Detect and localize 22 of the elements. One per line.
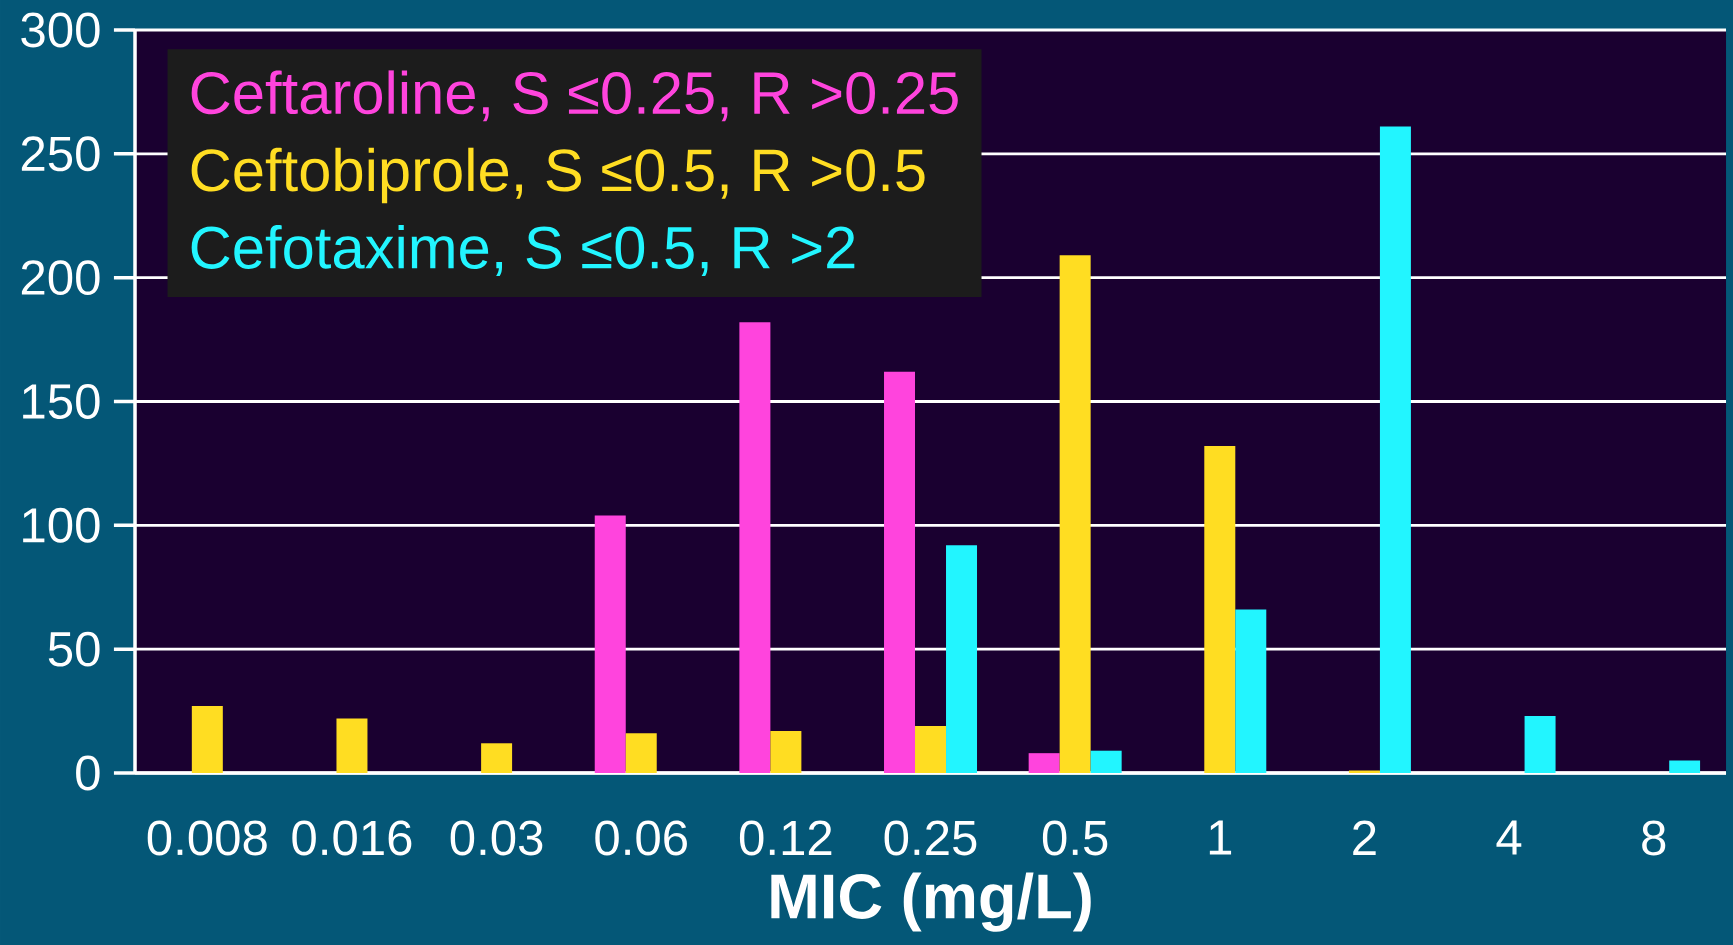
x-tick-label: 4 bbox=[1496, 820, 1522, 855]
y-tick-label: 150 bbox=[23, 384, 100, 419]
text: Ceftobiprole, S ≤0.5, R >0.5 bbox=[191, 147, 925, 204]
text: Ceftaroline, S ≤0.25, R >0.25 bbox=[191, 70, 958, 122]
x-tick-label: 0.25 bbox=[884, 820, 977, 856]
y-tick-label: 300 bbox=[21, 12, 100, 48]
y-tick-label: 100 bbox=[23, 507, 100, 543]
y-tick-label: 0 bbox=[76, 755, 100, 791]
y-tick-label: 200 bbox=[21, 260, 100, 296]
x-tick-label: 1 bbox=[1209, 820, 1232, 855]
x-tick-label: 2 bbox=[1353, 820, 1376, 855]
x-tick-label: 0.06 bbox=[595, 820, 687, 856]
x-tick-label: 8 bbox=[1642, 820, 1666, 856]
y-tick-label: 50 bbox=[48, 631, 100, 667]
x-tick-label: 0.016 bbox=[292, 820, 412, 856]
x-tick-label: 0.03 bbox=[450, 820, 543, 856]
x-tick-label: 0.12 bbox=[739, 820, 832, 856]
x-tick-label: 0.008 bbox=[147, 820, 267, 856]
y-tick-label: 250 bbox=[21, 136, 100, 172]
x-tick-label: 0.5 bbox=[1042, 820, 1108, 856]
x-axis-title: MIC (mg/L) bbox=[771, 872, 1091, 932]
text: Cefotaxime, S ≤0.5, R >2 bbox=[191, 225, 855, 276]
